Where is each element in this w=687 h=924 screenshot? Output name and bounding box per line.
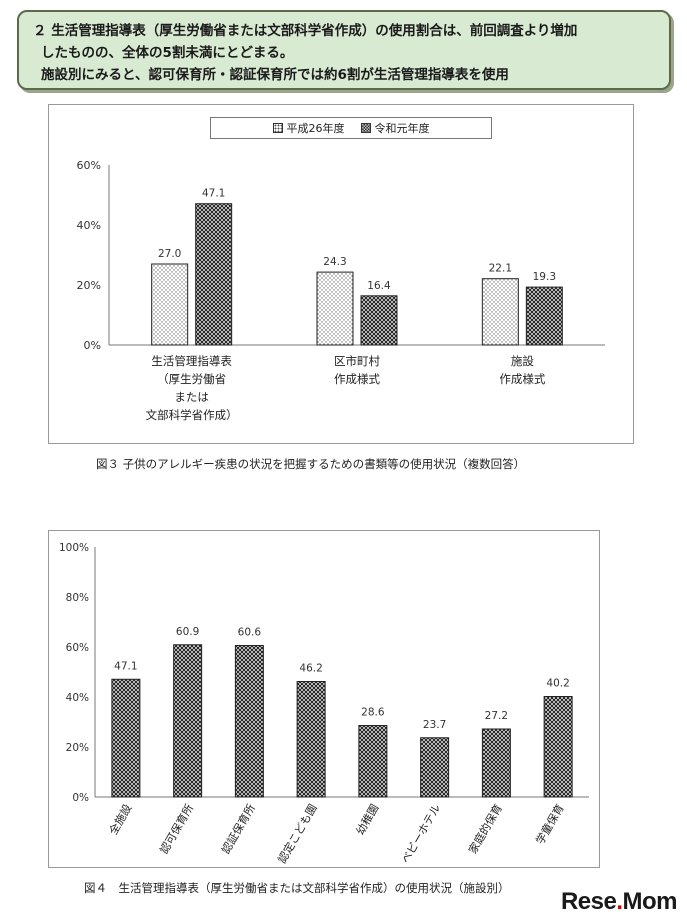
y-tick-label: 100% bbox=[59, 542, 89, 554]
category-label: 認定こども園 bbox=[275, 802, 320, 866]
bar-value-label: 16.4 bbox=[367, 280, 391, 292]
figure4-caption: 図４ 生活管理指導表（厚生労働省または文部科学省作成）の使用状況（施設別） bbox=[84, 881, 510, 895]
category-label: 作成様式 bbox=[499, 372, 545, 386]
bar bbox=[173, 644, 203, 798]
category-label: （厚生労働省 bbox=[157, 372, 226, 386]
bar-value-label: 47.1 bbox=[202, 188, 225, 200]
bar bbox=[234, 645, 264, 798]
y-tick-label: 0% bbox=[84, 339, 101, 352]
y-tick-label: 40% bbox=[77, 219, 101, 232]
y-tick-label: 80% bbox=[66, 592, 89, 604]
figure4-bar-chart: 0% 20% 40% 60% 80% 100% 47.1 全施設 60.9 認可保育所 60.6 認証… bbox=[59, 542, 589, 866]
bar-value-label: 23.7 bbox=[423, 719, 446, 731]
figure3-chart-frame: 平成26年度 令和元年度 0% 20% 40% 60% 27.0 47.1 生活管理指導表 （… bbox=[48, 104, 634, 444]
bar bbox=[360, 295, 398, 346]
bar-value-label: 60.6 bbox=[238, 627, 262, 639]
legend-swatch-checker bbox=[360, 123, 371, 133]
category-label: ベビーホテル bbox=[399, 802, 443, 866]
category-label: 家庭的保育 bbox=[465, 802, 505, 857]
legend-item-series-1: 平成26年度 bbox=[272, 120, 345, 136]
bar-value-label: 27.2 bbox=[485, 710, 508, 722]
bar bbox=[195, 203, 233, 346]
category-label: 認可保育所 bbox=[157, 802, 197, 857]
legend-label-series-1: 平成26年度 bbox=[286, 122, 345, 135]
bar-value-label: 47.1 bbox=[114, 660, 137, 672]
y-tick-label: 60% bbox=[66, 642, 89, 654]
bar-value-label: 28.6 bbox=[361, 707, 385, 719]
summary-line-3: 施設別にみると、認可保育所・認証保育所では約6割が生活管理指導表を使用 bbox=[41, 67, 509, 83]
bar-value-label: 22.1 bbox=[489, 263, 512, 275]
bar-value-label: 60.9 bbox=[176, 626, 199, 638]
y-tick-label: 0% bbox=[72, 792, 89, 804]
y-tick-label: 60% bbox=[77, 159, 101, 172]
figure3-caption: 図３ 子供のアレルギー疾患の状況を把握するための書類等の使用状況（複数回答） bbox=[96, 457, 526, 471]
bar-value-label: 40.2 bbox=[546, 678, 569, 690]
category-label: 施設 bbox=[511, 354, 534, 368]
figure4-chart-frame: 0% 20% 40% 60% 80% 100% 47.1 全施設 60.9 認可保育所 60.6 認証… bbox=[48, 530, 600, 868]
bar bbox=[111, 678, 141, 798]
bar-value-label: 19.3 bbox=[533, 271, 556, 283]
category-label: または bbox=[174, 390, 209, 404]
summary-header-box: ２ 生活管理指導表（厚生労働省または文部科学省作成）の使用割合は、前回調査より増… bbox=[17, 10, 671, 90]
category-label: 幼稚園 bbox=[354, 802, 382, 837]
bar bbox=[481, 728, 511, 798]
bar bbox=[543, 696, 573, 798]
category-label: 全施設 bbox=[106, 802, 135, 838]
category-label: 作成様式 bbox=[334, 372, 380, 386]
legend-item-series-2: 令和元年度 bbox=[360, 120, 430, 136]
category-label: 区市町村 bbox=[334, 354, 380, 368]
y-tick-label: 20% bbox=[66, 742, 89, 754]
category-label: 学童保育 bbox=[533, 802, 567, 847]
legend-label-series-2: 令和元年度 bbox=[374, 122, 430, 135]
summary-line-1: ２ 生活管理指導表（厚生労働省または文部科学省作成）の使用割合は、前回調査より増… bbox=[33, 23, 578, 39]
category-label: 生活管理指導表 bbox=[151, 354, 232, 368]
bar-value-label: 27.0 bbox=[158, 248, 181, 260]
y-tick-label: 20% bbox=[77, 279, 101, 292]
bar bbox=[481, 278, 519, 346]
bar bbox=[525, 286, 563, 346]
figure3-legend: 平成26年度 令和元年度 bbox=[210, 117, 492, 139]
category-label: 文部科学省作成） bbox=[146, 408, 238, 422]
bar bbox=[296, 681, 326, 798]
summary-line-2: したものの、全体の5割未満にとどまる。 bbox=[41, 45, 294, 61]
resemom-logo: Rese.Mom bbox=[560, 888, 678, 915]
bar-value-label: 46.2 bbox=[299, 663, 322, 675]
category-label: 認証保育所 bbox=[218, 802, 258, 857]
y-tick-label: 40% bbox=[66, 692, 89, 704]
legend-swatch-dots bbox=[272, 123, 283, 133]
bar bbox=[316, 271, 354, 346]
bar bbox=[151, 263, 189, 346]
figure3-bar-chart: 0% 20% 40% 60% 27.0 47.1 生活管理指導表 （厚生労働省または文部科学省… bbox=[77, 159, 605, 422]
bar-value-label: 24.3 bbox=[323, 256, 346, 268]
bar bbox=[358, 725, 388, 798]
bar bbox=[420, 737, 450, 798]
